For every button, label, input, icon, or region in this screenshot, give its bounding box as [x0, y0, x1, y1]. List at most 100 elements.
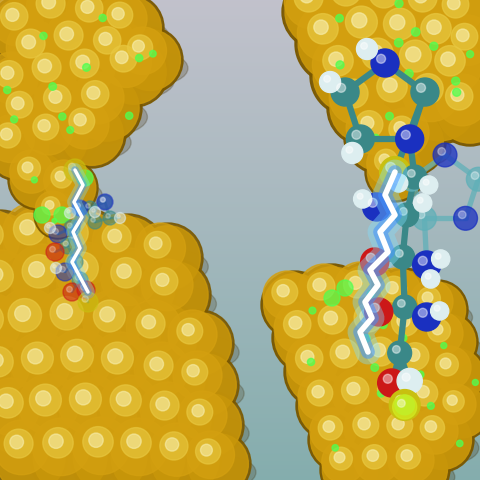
Circle shape [0, 128, 12, 140]
Circle shape [36, 286, 124, 374]
Circle shape [182, 324, 194, 336]
Circle shape [442, 15, 480, 65]
Circle shape [454, 206, 478, 230]
Ellipse shape [48, 40, 124, 79]
Circle shape [166, 310, 234, 378]
Ellipse shape [27, 132, 95, 166]
Circle shape [403, 67, 477, 141]
Circle shape [264, 274, 326, 336]
Circle shape [425, 273, 431, 279]
Circle shape [393, 346, 400, 353]
Circle shape [447, 395, 457, 405]
Ellipse shape [312, 324, 388, 362]
Circle shape [60, 266, 65, 272]
Ellipse shape [415, 432, 479, 464]
Circle shape [127, 434, 141, 448]
Circle shape [399, 399, 405, 405]
Circle shape [339, 79, 368, 108]
Circle shape [0, 52, 56, 124]
Circle shape [299, 267, 365, 333]
Circle shape [296, 264, 368, 336]
Ellipse shape [37, 209, 85, 233]
Ellipse shape [63, 125, 131, 159]
Circle shape [308, 13, 338, 44]
Circle shape [88, 215, 102, 229]
Circle shape [80, 290, 164, 374]
Circle shape [420, 314, 476, 370]
Circle shape [44, 162, 96, 214]
Circle shape [3, 206, 81, 284]
Circle shape [100, 307, 115, 322]
Circle shape [38, 59, 51, 73]
Circle shape [336, 84, 346, 92]
Circle shape [298, 7, 372, 81]
Circle shape [33, 421, 107, 480]
Ellipse shape [362, 0, 442, 38]
Circle shape [29, 384, 61, 416]
Circle shape [354, 328, 430, 404]
Circle shape [84, 18, 136, 70]
Circle shape [85, 21, 151, 87]
Circle shape [24, 0, 100, 56]
Circle shape [373, 271, 435, 333]
Circle shape [6, 91, 33, 118]
Circle shape [426, 346, 480, 406]
Circle shape [378, 404, 427, 453]
Circle shape [4, 20, 80, 96]
Circle shape [313, 39, 387, 113]
Ellipse shape [53, 361, 140, 404]
Circle shape [401, 372, 469, 440]
Circle shape [386, 437, 450, 480]
Circle shape [310, 408, 356, 454]
Circle shape [408, 280, 468, 340]
Circle shape [321, 333, 391, 403]
Circle shape [32, 76, 104, 148]
Circle shape [413, 303, 441, 331]
Circle shape [110, 385, 141, 416]
Ellipse shape [76, 447, 156, 480]
Circle shape [360, 309, 373, 323]
Circle shape [396, 250, 403, 257]
Circle shape [0, 293, 42, 377]
Circle shape [73, 420, 147, 480]
Ellipse shape [316, 66, 396, 106]
Circle shape [310, 36, 390, 116]
Circle shape [127, 303, 197, 373]
Circle shape [42, 197, 60, 215]
Ellipse shape [176, 376, 244, 410]
Circle shape [407, 348, 420, 361]
Circle shape [187, 399, 213, 425]
Circle shape [72, 72, 124, 124]
Circle shape [100, 197, 105, 202]
Circle shape [418, 256, 427, 265]
Circle shape [400, 168, 424, 191]
Circle shape [330, 447, 352, 470]
Circle shape [357, 38, 377, 60]
Circle shape [82, 296, 88, 302]
Circle shape [445, 83, 473, 110]
Circle shape [20, 220, 35, 235]
Circle shape [70, 257, 75, 262]
Circle shape [342, 404, 410, 472]
Circle shape [179, 394, 241, 456]
Circle shape [22, 342, 53, 374]
Circle shape [91, 336, 168, 413]
Circle shape [435, 253, 441, 259]
Ellipse shape [406, 397, 474, 432]
Circle shape [141, 259, 193, 311]
Circle shape [177, 318, 203, 344]
Ellipse shape [138, 371, 214, 408]
Circle shape [330, 339, 359, 368]
Circle shape [418, 287, 441, 310]
Circle shape [285, 0, 355, 47]
Circle shape [335, 0, 395, 57]
Circle shape [358, 418, 370, 430]
Circle shape [22, 35, 36, 49]
Circle shape [0, 0, 58, 63]
Circle shape [54, 207, 70, 223]
Circle shape [396, 396, 405, 405]
Circle shape [56, 263, 74, 281]
Circle shape [0, 253, 48, 331]
Circle shape [404, 375, 466, 437]
Circle shape [441, 52, 455, 66]
